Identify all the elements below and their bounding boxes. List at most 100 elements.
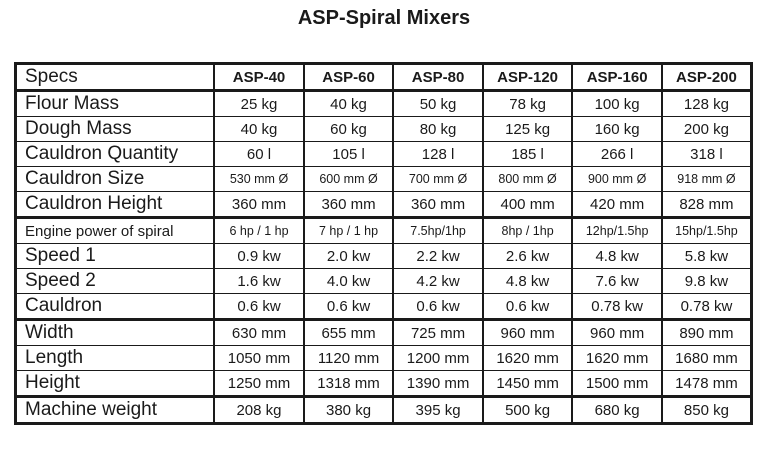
value-cell: 1200 mm xyxy=(392,345,483,371)
value-cell: 78 kg xyxy=(481,90,573,117)
row-label: Length xyxy=(14,345,215,371)
row-group: Engine power of spiral 6 hp / 1 hp 7 hp / … xyxy=(14,217,752,320)
table-row: Length 1050 mm 1120 mm 1200 mm 1620 mm 1620 m… xyxy=(14,345,752,371)
row-label: Cauldron xyxy=(14,293,215,320)
column-header: ASP-160 xyxy=(571,63,662,92)
value-cell: 4.0 kw xyxy=(302,268,394,294)
specs-table: Specs ASP-40 ASP-60 ASP-80 ASP-120 ASP-160 ASP… xyxy=(14,62,753,425)
column-header: ASP-80 xyxy=(392,63,483,92)
column-header: ASP-40 xyxy=(213,63,304,92)
value-cell: 6 hp / 1 hp xyxy=(213,217,304,244)
value-cell: 1250 mm xyxy=(213,370,304,397)
value-cell: 318 l xyxy=(660,141,752,167)
value-cell: 828 mm xyxy=(660,191,752,218)
value-cell: 395 kg xyxy=(392,396,483,424)
column-header: ASP-120 xyxy=(481,63,573,92)
value-cell: 80 kg xyxy=(392,116,483,142)
value-cell: 5.8 kw xyxy=(660,243,752,269)
row-label: Cauldron Size xyxy=(14,166,215,192)
value-cell: 208 kg xyxy=(213,396,304,424)
value-cell: 4.2 kw xyxy=(392,268,483,294)
value-cell: 530 mm Ø xyxy=(213,166,304,192)
row-label: Speed 1 xyxy=(14,243,215,269)
table-row: Speed 1 0.9 kw 2.0 kw 2.2 kw 2.6 kw 4.8 kw 5.8… xyxy=(14,243,752,269)
value-cell: 12hp/1.5hp xyxy=(571,217,662,244)
value-cell: 1390 mm xyxy=(392,370,483,397)
row-label: Dough Mass xyxy=(14,116,215,142)
value-cell: 900 mm Ø xyxy=(571,166,662,192)
value-cell: 0.6 kw xyxy=(392,293,483,320)
value-cell: 1680 mm xyxy=(660,345,752,371)
value-cell: 420 mm xyxy=(571,191,662,218)
value-cell: 725 mm xyxy=(392,319,483,346)
value-cell: 600 mm Ø xyxy=(302,166,394,192)
row-group: Width 630 mm 655 mm 725 mm 960 mm 960 mm 890 m… xyxy=(14,319,752,397)
row-label: Engine power of spiral xyxy=(14,217,215,244)
table-row: Width 630 mm 655 mm 725 mm 960 mm 960 mm 890 m… xyxy=(14,319,752,346)
value-cell: 1478 mm xyxy=(660,370,752,397)
column-header: ASP-60 xyxy=(302,63,394,92)
value-cell: 266 l xyxy=(571,141,662,167)
value-cell: 40 kg xyxy=(302,90,394,117)
value-cell: 1318 mm xyxy=(302,370,394,397)
row-label: Flour Mass xyxy=(14,90,215,117)
value-cell: 1120 mm xyxy=(302,345,394,371)
value-cell: 128 l xyxy=(392,141,483,167)
value-cell: 0.78 kw xyxy=(571,293,662,320)
value-cell: 2.0 kw xyxy=(302,243,394,269)
value-cell: 960 mm xyxy=(481,319,573,346)
value-cell: 960 mm xyxy=(571,319,662,346)
column-header: ASP-200 xyxy=(660,63,752,92)
page-title: ASP-Spiral Mixers xyxy=(297,7,471,29)
table-row: Cauldron Quantity 60 l 105 l 128 l 185 l 266 … xyxy=(14,141,752,167)
table-row: Cauldron 0.6 kw 0.6 kw 0.6 kw 0.6 kw 0.78 kw 0… xyxy=(14,293,752,320)
value-cell: 7.5hp/1hp xyxy=(392,217,483,244)
value-cell: 125 kg xyxy=(481,116,573,142)
value-cell: 50 kg xyxy=(392,90,483,117)
value-cell: 4.8 kw xyxy=(571,243,662,269)
value-cell: 185 l xyxy=(481,141,573,167)
value-cell: 400 mm xyxy=(481,191,573,218)
column-header-specs: Specs xyxy=(14,63,215,92)
value-cell: 0.6 kw xyxy=(302,293,394,320)
table-row: Flour Mass 25 kg 40 kg 50 kg 78 kg 100 kg 128 … xyxy=(14,90,752,117)
value-cell: 380 kg xyxy=(302,396,394,424)
value-cell: 2.6 kw xyxy=(481,243,573,269)
value-cell: 360 mm xyxy=(302,191,394,218)
value-cell: 360 mm xyxy=(392,191,483,218)
value-cell: 1620 mm xyxy=(571,345,662,371)
value-cell: 1500 mm xyxy=(571,370,662,397)
value-cell: 8hp / 1hp xyxy=(481,217,573,244)
value-cell: 4.8 kw xyxy=(481,268,573,294)
value-cell: 100 kg xyxy=(571,90,662,117)
value-cell: 1.6 kw xyxy=(213,268,304,294)
value-cell: 890 mm xyxy=(660,319,752,346)
header-row: Specs ASP-40 ASP-60 ASP-80 ASP-120 ASP-160 ASP… xyxy=(14,63,752,92)
row-label: Width xyxy=(14,319,215,346)
table-row: Speed 2 1.6 kw 4.0 kw 4.2 kw 4.8 kw 7.6 kw 9.8… xyxy=(14,268,752,294)
value-cell: 500 kg xyxy=(481,396,573,424)
value-cell: 160 kg xyxy=(571,116,662,142)
value-cell: 0.9 kw xyxy=(213,243,304,269)
row-group: Machine weight 208 kg 380 kg 395 kg 500 kg 68… xyxy=(14,396,752,424)
value-cell: 680 kg xyxy=(571,396,662,424)
value-cell: 700 mm Ø xyxy=(392,166,483,192)
table-row: Engine power of spiral 6 hp / 1 hp 7 hp / … xyxy=(14,217,752,244)
table-row: Cauldron Height 360 mm 360 mm 360 mm 400 mm 4… xyxy=(14,191,752,218)
value-cell: 655 mm xyxy=(302,319,394,346)
table-row: Machine weight 208 kg 380 kg 395 kg 500 kg 68… xyxy=(14,396,752,424)
table-row: Cauldron Size 530 mm Ø 600 mm Ø 700 mm Ø 800… xyxy=(14,166,752,192)
value-cell: 360 mm xyxy=(213,191,304,218)
value-cell: 0.6 kw xyxy=(481,293,573,320)
table-row: Height 1250 mm 1318 mm 1390 mm 1450 mm 1500 m… xyxy=(14,370,752,397)
row-label: Cauldron Height xyxy=(14,191,215,218)
value-cell: 200 kg xyxy=(660,116,752,142)
table-header: Specs ASP-40 ASP-60 ASP-80 ASP-120 ASP-160 ASP… xyxy=(14,63,752,92)
value-cell: 918 mm Ø xyxy=(660,166,752,192)
value-cell: 9.8 kw xyxy=(660,268,752,294)
value-cell: 7.6 kw xyxy=(571,268,662,294)
value-cell: 40 kg xyxy=(213,116,304,142)
table-row: Dough Mass 40 kg 60 kg 80 kg 125 kg 160 kg 200… xyxy=(14,116,752,142)
value-cell: 2.2 kw xyxy=(392,243,483,269)
